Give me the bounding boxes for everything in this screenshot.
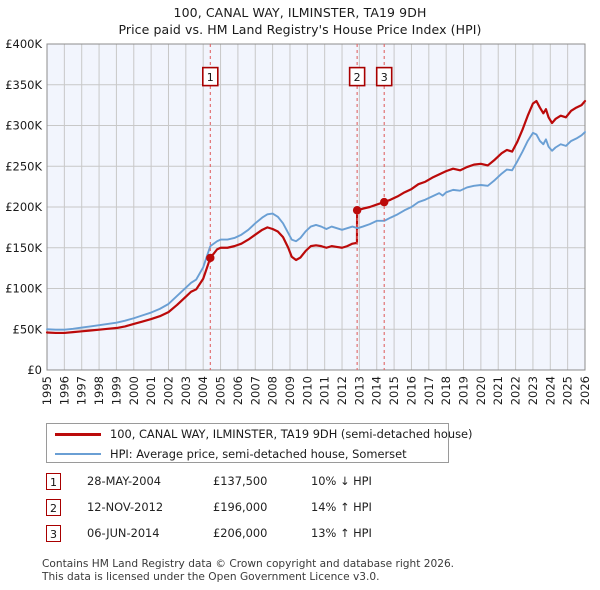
x-axis-tick-label: 2013 [352, 376, 366, 405]
legend-label-hpi: HPI: Average price, semi-detached house,… [110, 447, 407, 461]
table-row[interactable]: 2 12-NOV-2012 £196,000 14% ↑ HPI [46, 496, 466, 522]
legend-swatch-hpi [55, 453, 101, 455]
x-axis-tick-label: 2023 [526, 376, 540, 405]
transaction-hpi-delta: 10% ↓ HPI [311, 474, 372, 488]
transaction-date: 28-MAY-2004 [87, 474, 162, 488]
legend-swatch-price [55, 432, 101, 436]
page-subtitle: Price paid vs. HM Land Registry's House … [118, 22, 482, 37]
chart-legend: 100, CANAL WAY, ILMINSTER, TA19 9DH (sem… [46, 423, 472, 464]
x-axis-tick-label: 2021 [491, 376, 505, 405]
price-paid-line [45, 99, 587, 335]
x-axis-tick-label: 2008 [266, 376, 280, 405]
x-axis-tick-label: 2001 [144, 376, 158, 405]
x-axis-tick-label: 1998 [92, 376, 106, 405]
transaction-hpi-delta: 14% ↑ HPI [311, 500, 372, 514]
page-title: 100, CANAL WAY, ILMINSTER, TA19 9DH [173, 5, 427, 20]
transaction-hpi-delta: 13% ↑ HPI [311, 526, 372, 540]
transaction-marker-box[interactable] [348, 66, 366, 87]
attribution-footer: Contains HM Land Registry data © Crown c… [42, 558, 562, 583]
footer-line-1: Contains HM Land Registry data © Crown c… [42, 558, 455, 570]
x-axis-tick-label: 2011 [318, 376, 332, 405]
transaction-marker-box[interactable] [202, 66, 219, 87]
x-axis-tick-label: 1999 [109, 376, 123, 405]
x-axis-tick-label: 2024 [543, 376, 557, 405]
transaction-marker-1: 1 [46, 473, 61, 490]
x-axis-tick-label: 2004 [196, 376, 210, 405]
transaction-point[interactable] [380, 197, 389, 207]
x-axis-tick-label: 2012 [335, 376, 349, 405]
y-axis-tick-label: £200K [5, 200, 42, 214]
legend-label-price: 100, CANAL WAY, ILMINSTER, TA19 9DH (sem… [110, 427, 473, 441]
y-axis-tick-label: £350K [5, 78, 42, 92]
x-axis-tick-label: 2022 [509, 376, 523, 405]
legend-item-hpi: HPI: Average price, semi-detached house,… [47, 444, 448, 464]
x-axis-tick-label: 2000 [127, 376, 141, 405]
x-axis-tick-label: 2007 [248, 376, 262, 405]
transaction-marker-number: 1 [207, 71, 214, 84]
price-history-chart: 1995 1996 1997 1998 1999 2000 2001 2002 2003 2004… [5, 37, 592, 405]
x-axis-tick-label: 2025 [561, 376, 575, 405]
x-axis-tick-label: 2015 [387, 376, 401, 405]
x-axis-tick-label: 2020 [474, 376, 488, 405]
transaction-marker-2: 2 [46, 499, 61, 516]
hpi-average-line [46, 131, 586, 331]
x-axis-tick-label: 1997 [75, 376, 89, 405]
y-axis-tick-label: £50K [13, 322, 43, 336]
x-axis-tick-label: 2017 [422, 376, 436, 405]
x-axis-tick-label: 1996 [57, 376, 71, 405]
transaction-marker-3: 3 [46, 525, 61, 542]
x-axis-tick-label: 2003 [179, 376, 193, 405]
x-axis-tick-label: 2009 [283, 376, 297, 405]
plot-frame [46, 43, 586, 371]
table-row[interactable]: 3 06-JUN-2014 £206,000 13% ↑ HPI [46, 522, 466, 548]
x-axis-tick-label: 2002 [161, 376, 175, 405]
x-axis-tick-label: 2016 [404, 376, 418, 405]
transaction-price: £206,000 [213, 526, 268, 540]
transaction-price: £137,500 [213, 474, 268, 488]
x-axis-tick-label: 2018 [439, 376, 453, 405]
transaction-marker-box[interactable] [375, 66, 393, 87]
legend-item-price: 100, CANAL WAY, ILMINSTER, TA19 9DH (sem… [47, 424, 472, 444]
transaction-marker-number: 2 [354, 71, 361, 84]
y-axis-tick-label: £400K [5, 37, 42, 51]
x-axis-tick-label: 2006 [231, 376, 245, 405]
y-axis-tick-label: £250K [5, 159, 42, 173]
transaction-point[interactable] [206, 253, 215, 263]
x-axis-tick-label: 2026 [578, 376, 592, 405]
y-axis-tick-label: £300K [5, 119, 42, 133]
x-axis-tick-label: 2010 [300, 376, 314, 405]
y-axis-tick-label: £100K [5, 282, 42, 296]
x-axis-tick-label: 2014 [370, 376, 384, 405]
x-axis-tick-label: 1995 [40, 376, 54, 405]
transaction-date: 06-JUN-2014 [87, 526, 160, 540]
x-axis-tick-label: 2005 [214, 376, 228, 405]
transaction-marker-number: 3 [381, 71, 388, 84]
table-row[interactable]: 1 28-MAY-2004 £137,500 10% ↓ HPI [46, 470, 466, 496]
y-axis-tick-label: £0 [27, 363, 42, 377]
y-axis-tick-label: £150K [5, 241, 42, 255]
footer-line-2: This data is licensed under the Open Gov… [42, 570, 380, 583]
transaction-point[interactable] [352, 206, 362, 215]
transactions-table: 1 28-MAY-2004 £137,500 10% ↓ HPI 2 12-NO… [46, 470, 466, 548]
transaction-date: 12-NOV-2012 [87, 500, 164, 514]
transaction-price: £196,000 [213, 500, 268, 514]
x-axis-tick-label: 2019 [457, 376, 471, 405]
